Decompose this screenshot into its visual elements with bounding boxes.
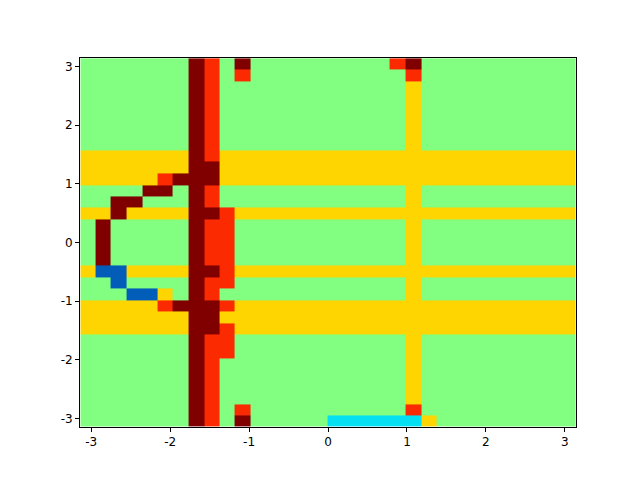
svg-text:0: 0 [65, 236, 73, 250]
svg-text:1: 1 [403, 435, 411, 449]
svg-text:3: 3 [561, 435, 569, 449]
svg-text:1: 1 [65, 177, 73, 191]
svg-text:-3: -3 [61, 412, 73, 426]
svg-text:-3: -3 [85, 435, 97, 449]
svg-text:-1: -1 [61, 294, 73, 308]
svg-text:2: 2 [65, 118, 73, 132]
svg-text:0: 0 [324, 435, 332, 449]
svg-text:-1: -1 [243, 435, 255, 449]
svg-text:-2: -2 [61, 353, 73, 367]
svg-text:3: 3 [65, 60, 73, 74]
svg-text:2: 2 [482, 435, 490, 449]
svg-text:-2: -2 [164, 435, 176, 449]
